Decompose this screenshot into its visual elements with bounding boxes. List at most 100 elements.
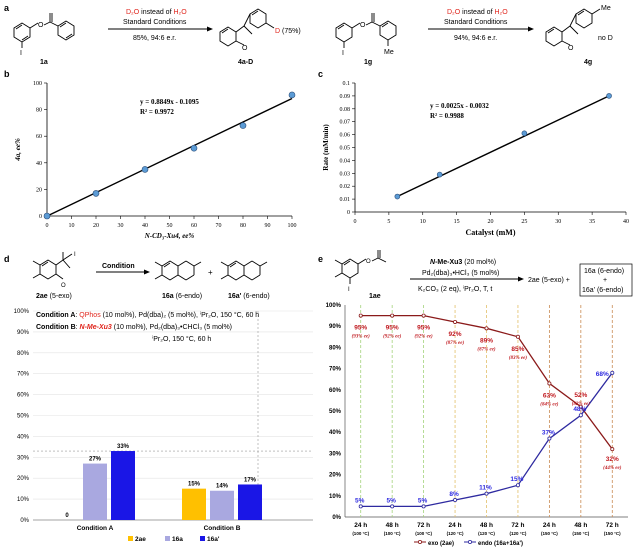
chart-b: 0 10 20 30 40 50 60 70 80 90 100 0 20 40 60 80 100 y = 0.…	[14, 81, 297, 240]
data-point	[288, 91, 296, 99]
x-axis-label: Catalyst (mM)	[466, 228, 516, 237]
reagent-2: Pd₂(dba)₃•HCl₃ (5 mol%)	[422, 270, 499, 277]
y-tick-label: 70%	[329, 367, 342, 373]
cond-line1-left: D₂O instead of H₂O	[126, 9, 187, 16]
result-right: 94%, 94:6 e.r.	[454, 35, 497, 42]
y-tick-label: 20	[36, 187, 42, 193]
x-tick-label: 90	[265, 223, 271, 229]
plus-sign: +	[208, 268, 213, 277]
y-tick-label: 40%	[17, 434, 30, 440]
exo-ee-label: (44% ee)	[603, 466, 622, 471]
endo-value-label: 11%	[479, 485, 492, 492]
cond-line1-right: D₂O instead of H₂O	[447, 9, 508, 16]
scheme-d: O I 2ae (5-exo) Condition 16a (6-endo) +	[32, 252, 270, 300]
legend-marker	[417, 540, 422, 545]
exo-ee-label: (87% ee)	[446, 341, 465, 346]
y-tick-label: 20%	[17, 476, 30, 482]
x-tick-label: 10	[69, 223, 75, 229]
legend-label: 16a'	[207, 536, 220, 543]
label-1ae: 1ae	[369, 293, 381, 300]
data-point	[606, 93, 612, 99]
label-2ae: 2ae (5-exo)	[36, 293, 72, 300]
x-tick-label: 30	[118, 223, 124, 229]
molecule-16a-prime	[220, 260, 268, 281]
x-tick-label: 25	[521, 219, 527, 225]
no-deuterium-label: no D	[598, 35, 613, 42]
exo-value-label: 92%	[449, 331, 462, 338]
x-tick-temp: (120 °C)	[447, 531, 464, 536]
data-point	[239, 122, 247, 129]
condition-label: Condition	[102, 263, 135, 270]
label-4g: 4g	[584, 59, 592, 66]
oxygen-atom: O	[360, 22, 366, 29]
category-label: Condition B	[204, 525, 241, 532]
label-1a: 1a	[40, 59, 48, 66]
data-point	[484, 491, 489, 496]
deuterium-label: D	[275, 28, 280, 35]
molecule-4g	[545, 8, 601, 47]
bar-value-label: 15%	[188, 482, 201, 488]
data-point	[610, 370, 615, 375]
label-16a-prime: 16a' (6-endo)	[228, 293, 270, 300]
label-1g: 1g	[364, 59, 372, 66]
y-tick-label: 90%	[329, 324, 342, 330]
scheme-e: O I 1ae N-Me-Xu3 (20 mol%) Pd₂(dba)₃•HCl…	[334, 250, 633, 300]
x-tick-temp: (120 °C)	[478, 531, 495, 536]
y-tick-label: 0	[347, 210, 350, 216]
data-point	[421, 504, 426, 509]
y-tick-label: 0.04	[340, 158, 351, 164]
y-tick-label: 0.01	[340, 197, 351, 203]
x-tick-label: 35	[589, 219, 595, 225]
bar-16a	[210, 490, 234, 520]
legend-label-exo: exo (2ae)	[428, 541, 454, 547]
endo-value-label: 37%	[542, 430, 555, 437]
arrowhead	[528, 26, 534, 32]
data-point	[453, 319, 458, 324]
reagent-1: N-Me-Xu3 (20 mol%)	[430, 259, 496, 266]
data-point	[578, 413, 583, 418]
y-tick-label: 20%	[329, 473, 342, 479]
y-tick-label: 50%	[329, 409, 342, 415]
panel-letter-a: a	[4, 3, 10, 13]
x-tick-temp: (100 °C)	[415, 531, 432, 536]
data-point	[92, 190, 100, 197]
iodine-atom: I	[20, 50, 22, 57]
product-2ae: 2ae (5-exo) +	[528, 277, 570, 284]
molecule-1a	[13, 13, 75, 48]
legend-label: 16a	[172, 536, 183, 543]
exo-value-label: 95%	[386, 325, 399, 332]
endo-value-label: 5%	[386, 497, 396, 504]
x-tick-label: 0	[46, 223, 49, 229]
y-tick-label: 0%	[20, 518, 29, 524]
data-point	[547, 436, 552, 441]
y-tick-label: 0.06	[340, 133, 351, 139]
legend-marker	[467, 540, 472, 545]
y-tick-label: 0.05	[340, 146, 351, 152]
scheme-a-right: O I Me 1g D₂O instead of H₂O Standard Co…	[335, 5, 613, 66]
trend-line	[46, 97, 293, 217]
panel-letter-e: e	[318, 254, 323, 264]
data-point	[515, 334, 520, 339]
label-16a: 16a (6-endo)	[162, 293, 202, 300]
oxygen-atom: O	[242, 45, 248, 52]
trend-line	[397, 95, 610, 198]
bar-16a-prime	[111, 451, 135, 520]
y-tick-label: 100	[33, 81, 42, 87]
legend-swatch	[200, 536, 205, 541]
bar-value-label: 27%	[89, 457, 102, 463]
arrowhead	[207, 26, 213, 32]
y-tick-label: 90%	[17, 330, 30, 336]
exo-ee-label: (92% ee)	[383, 335, 402, 340]
methyl-label-product: Me	[601, 5, 611, 12]
y-tick-label: 60%	[17, 393, 30, 399]
x-tick-label: 24 h	[354, 522, 367, 529]
x-tick-label: 40	[142, 223, 148, 229]
x-tick-label: 15	[454, 219, 460, 225]
x-tick-label: 40	[623, 219, 629, 225]
product-plus: +	[603, 277, 607, 284]
endo-value-label: 15%	[510, 476, 523, 483]
legend-swatch	[128, 536, 133, 541]
oxygen-atom: O	[38, 22, 44, 29]
y-tick-label: 0.08	[340, 107, 351, 113]
scheme-a-left: O I 1a D₂O instead of H₂O Standard Condi…	[13, 8, 301, 66]
